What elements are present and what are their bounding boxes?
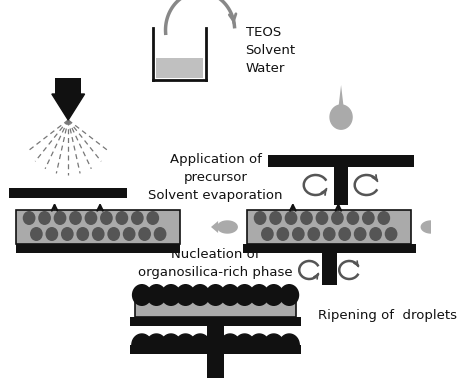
Polygon shape <box>264 334 284 345</box>
Bar <box>247 210 411 244</box>
Bar <box>268 155 414 167</box>
Circle shape <box>107 227 120 241</box>
Circle shape <box>190 284 210 306</box>
Bar <box>243 244 416 253</box>
Circle shape <box>354 227 366 241</box>
Bar <box>17 244 180 253</box>
Circle shape <box>206 284 226 306</box>
Polygon shape <box>211 221 218 233</box>
Bar <box>155 58 203 78</box>
Bar <box>322 253 337 285</box>
Polygon shape <box>421 221 441 233</box>
Circle shape <box>100 211 113 225</box>
Circle shape <box>331 211 344 225</box>
Circle shape <box>369 227 382 241</box>
Polygon shape <box>338 85 344 108</box>
Circle shape <box>38 211 51 225</box>
Circle shape <box>116 211 128 225</box>
Circle shape <box>23 211 36 225</box>
Circle shape <box>269 211 282 225</box>
Polygon shape <box>249 334 269 345</box>
Circle shape <box>254 211 266 225</box>
Text: Nucleation of
organosilica-rich phase: Nucleation of organosilica-rich phase <box>138 248 293 279</box>
Circle shape <box>276 227 289 241</box>
Circle shape <box>84 211 97 225</box>
Polygon shape <box>206 334 226 345</box>
Circle shape <box>175 284 196 306</box>
Polygon shape <box>330 105 352 129</box>
Circle shape <box>261 227 274 241</box>
Bar <box>334 167 348 205</box>
Polygon shape <box>190 334 210 345</box>
Circle shape <box>338 227 351 241</box>
Bar <box>55 78 81 94</box>
Bar <box>207 354 224 378</box>
Circle shape <box>131 211 144 225</box>
Circle shape <box>279 284 299 306</box>
Polygon shape <box>235 334 255 345</box>
Polygon shape <box>218 221 237 233</box>
Circle shape <box>362 211 375 225</box>
Circle shape <box>76 227 89 241</box>
Polygon shape <box>161 334 181 345</box>
Circle shape <box>154 227 166 241</box>
Circle shape <box>264 284 284 306</box>
Polygon shape <box>146 334 166 345</box>
Circle shape <box>377 211 390 225</box>
Bar <box>130 345 301 354</box>
Circle shape <box>235 284 255 306</box>
Text: Application of
precursor: Application of precursor <box>170 152 262 183</box>
Circle shape <box>300 211 313 225</box>
Polygon shape <box>52 94 84 120</box>
Circle shape <box>323 227 336 241</box>
Circle shape <box>30 227 43 241</box>
Polygon shape <box>440 221 447 233</box>
Circle shape <box>61 227 73 241</box>
Polygon shape <box>132 334 152 345</box>
Circle shape <box>146 211 159 225</box>
Circle shape <box>146 284 166 306</box>
Circle shape <box>46 227 58 241</box>
Bar <box>17 210 180 244</box>
Text: TEOS
Solvent
Water: TEOS Solvent Water <box>246 25 296 74</box>
Circle shape <box>346 211 359 225</box>
Bar <box>135 295 297 317</box>
Circle shape <box>249 284 269 306</box>
Circle shape <box>220 284 240 306</box>
Circle shape <box>316 211 328 225</box>
Polygon shape <box>279 334 299 345</box>
Circle shape <box>132 284 152 306</box>
Circle shape <box>292 227 305 241</box>
Circle shape <box>123 227 136 241</box>
Bar <box>130 317 301 326</box>
Circle shape <box>138 227 151 241</box>
Circle shape <box>161 284 181 306</box>
Text: Ripening of  droplets: Ripening of droplets <box>319 308 457 322</box>
Circle shape <box>308 227 320 241</box>
Polygon shape <box>220 334 240 345</box>
Circle shape <box>92 227 105 241</box>
Circle shape <box>285 211 297 225</box>
Circle shape <box>54 211 66 225</box>
Circle shape <box>385 227 397 241</box>
Circle shape <box>69 211 82 225</box>
Polygon shape <box>175 334 196 345</box>
Text: Solvent evaporation: Solvent evaporation <box>148 189 283 202</box>
Bar <box>9 188 128 198</box>
Bar <box>207 326 224 356</box>
